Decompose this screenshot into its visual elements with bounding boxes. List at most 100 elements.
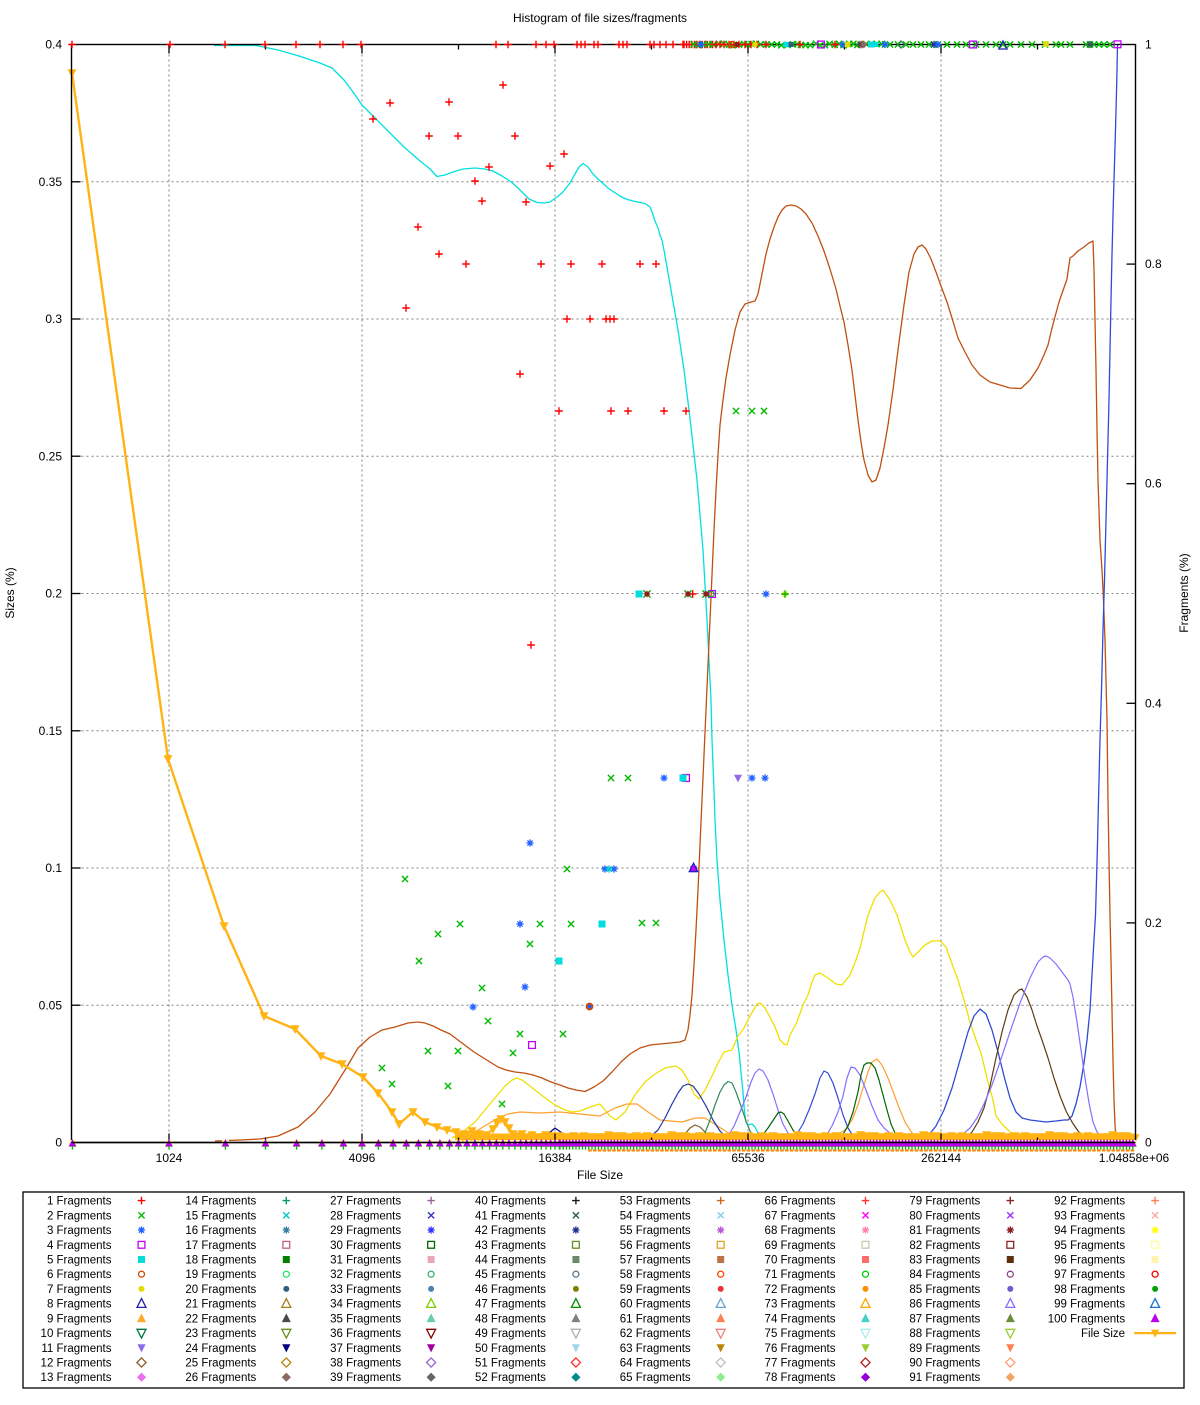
svg-text:0.2: 0.2 [1145, 916, 1162, 930]
svg-text:59 Fragments: 59 Fragments [620, 1284, 691, 1296]
svg-text:78 Fragments: 78 Fragments [765, 1372, 836, 1384]
svg-text:18 Fragments: 18 Fragments [185, 1254, 256, 1266]
svg-text:74 Fragments: 74 Fragments [765, 1313, 836, 1325]
svg-text:5 Fragments: 5 Fragments [47, 1254, 112, 1266]
svg-text:90 Fragments: 90 Fragments [909, 1358, 980, 1370]
svg-text:53 Fragments: 53 Fragments [620, 1196, 691, 1208]
svg-text:45 Fragments: 45 Fragments [475, 1269, 546, 1281]
svg-text:8 Fragments: 8 Fragments [47, 1299, 112, 1311]
svg-text:83 Fragments: 83 Fragments [909, 1254, 980, 1266]
svg-text:File Size: File Size [577, 1168, 623, 1182]
svg-text:40 Fragments: 40 Fragments [475, 1196, 546, 1208]
svg-text:65536: 65536 [731, 1151, 765, 1165]
svg-text:11 Fragments: 11 Fragments [41, 1343, 111, 1355]
svg-text:94 Fragments: 94 Fragments [1054, 1225, 1125, 1237]
svg-text:4096: 4096 [349, 1151, 376, 1165]
svg-text:52 Fragments: 52 Fragments [475, 1372, 546, 1384]
svg-text:55 Fragments: 55 Fragments [620, 1225, 691, 1237]
svg-text:33 Fragments: 33 Fragments [330, 1284, 401, 1296]
svg-text:95 Fragments: 95 Fragments [1054, 1240, 1125, 1252]
svg-text:97 Fragments: 97 Fragments [1054, 1269, 1125, 1281]
svg-text:100 Fragments: 100 Fragments [1048, 1313, 1126, 1325]
svg-text:1: 1 [1145, 38, 1152, 52]
svg-text:65 Fragments: 65 Fragments [620, 1372, 691, 1384]
svg-text:84 Fragments: 84 Fragments [909, 1269, 980, 1281]
svg-text:73 Fragments: 73 Fragments [765, 1299, 836, 1311]
svg-text:0.6: 0.6 [1145, 477, 1162, 491]
svg-text:86 Fragments: 86 Fragments [909, 1299, 980, 1311]
svg-text:70 Fragments: 70 Fragments [765, 1254, 836, 1266]
svg-text:16 Fragments: 16 Fragments [185, 1225, 256, 1237]
svg-text:4 Fragments: 4 Fragments [47, 1240, 112, 1252]
svg-text:99 Fragments: 99 Fragments [1054, 1299, 1125, 1311]
svg-text:63 Fragments: 63 Fragments [620, 1343, 691, 1355]
svg-text:19 Fragments: 19 Fragments [185, 1269, 256, 1281]
svg-text:12 Fragments: 12 Fragments [41, 1358, 112, 1370]
svg-text:Sizes (%): Sizes (%) [3, 567, 17, 618]
svg-text:0: 0 [55, 1136, 62, 1150]
svg-text:68 Fragments: 68 Fragments [765, 1225, 836, 1237]
svg-text:27 Fragments: 27 Fragments [330, 1196, 401, 1208]
svg-text:47 Fragments: 47 Fragments [475, 1299, 546, 1311]
svg-text:66 Fragments: 66 Fragments [765, 1196, 836, 1208]
svg-text:29 Fragments: 29 Fragments [330, 1225, 401, 1237]
svg-text:67 Fragments: 67 Fragments [765, 1210, 836, 1222]
svg-text:Fragments (%): Fragments (%) [1177, 553, 1191, 632]
svg-text:0.35: 0.35 [39, 175, 63, 189]
svg-text:92 Fragments: 92 Fragments [1054, 1196, 1125, 1208]
svg-text:62 Fragments: 62 Fragments [620, 1328, 691, 1340]
svg-text:39 Fragments: 39 Fragments [330, 1372, 401, 1384]
svg-text:Histogram of file sizes/fragme: Histogram of file sizes/fragments [513, 11, 687, 25]
svg-text:1.04858e+06: 1.04858e+06 [1099, 1151, 1170, 1165]
svg-text:91 Fragments: 91 Fragments [909, 1372, 980, 1384]
svg-text:0: 0 [1145, 1136, 1152, 1150]
svg-text:72 Fragments: 72 Fragments [765, 1284, 836, 1296]
svg-text:79 Fragments: 79 Fragments [909, 1196, 980, 1208]
svg-text:6 Fragments: 6 Fragments [47, 1269, 112, 1281]
svg-text:28 Fragments: 28 Fragments [330, 1210, 401, 1222]
svg-text:98 Fragments: 98 Fragments [1054, 1284, 1125, 1296]
svg-text:76 Fragments: 76 Fragments [765, 1343, 836, 1355]
svg-text:0.25: 0.25 [39, 449, 63, 463]
svg-text:69 Fragments: 69 Fragments [765, 1240, 836, 1252]
svg-text:35 Fragments: 35 Fragments [330, 1313, 401, 1325]
svg-text:26 Fragments: 26 Fragments [185, 1372, 256, 1384]
svg-text:54 Fragments: 54 Fragments [620, 1210, 691, 1222]
svg-text:File Size: File Size [1081, 1328, 1125, 1340]
svg-text:0.2: 0.2 [45, 587, 62, 601]
svg-text:24 Fragments: 24 Fragments [185, 1343, 256, 1355]
svg-text:1024: 1024 [156, 1151, 183, 1165]
svg-text:3 Fragments: 3 Fragments [47, 1225, 112, 1237]
svg-text:0.15: 0.15 [39, 724, 63, 738]
svg-text:41 Fragments: 41 Fragments [475, 1210, 546, 1222]
svg-text:0.4: 0.4 [45, 38, 62, 52]
svg-text:60 Fragments: 60 Fragments [620, 1299, 691, 1311]
svg-text:13 Fragments: 13 Fragments [41, 1372, 112, 1384]
svg-text:17 Fragments: 17 Fragments [185, 1240, 256, 1252]
svg-text:30 Fragments: 30 Fragments [330, 1240, 401, 1252]
svg-text:49 Fragments: 49 Fragments [475, 1328, 546, 1340]
svg-text:10 Fragments: 10 Fragments [41, 1328, 112, 1340]
svg-text:87 Fragments: 87 Fragments [909, 1313, 980, 1325]
svg-text:32 Fragments: 32 Fragments [330, 1269, 401, 1281]
svg-text:0.3: 0.3 [45, 312, 62, 326]
svg-text:56 Fragments: 56 Fragments [620, 1240, 691, 1252]
svg-text:44 Fragments: 44 Fragments [475, 1254, 546, 1266]
svg-text:0.8: 0.8 [1145, 257, 1162, 271]
svg-text:38 Fragments: 38 Fragments [330, 1358, 401, 1370]
svg-text:89 Fragments: 89 Fragments [909, 1343, 980, 1355]
svg-text:1 Fragments: 1 Fragments [47, 1196, 112, 1208]
svg-text:23 Fragments: 23 Fragments [185, 1328, 256, 1340]
svg-text:75 Fragments: 75 Fragments [765, 1328, 836, 1340]
svg-text:88 Fragments: 88 Fragments [909, 1328, 980, 1340]
svg-text:71 Fragments: 71 Fragments [765, 1269, 836, 1281]
svg-text:36 Fragments: 36 Fragments [330, 1328, 401, 1340]
svg-text:25 Fragments: 25 Fragments [185, 1358, 256, 1370]
svg-text:262144: 262144 [921, 1151, 961, 1165]
svg-text:43 Fragments: 43 Fragments [475, 1240, 546, 1252]
svg-text:0.05: 0.05 [39, 998, 63, 1012]
svg-text:2 Fragments: 2 Fragments [47, 1210, 112, 1222]
svg-text:77 Fragments: 77 Fragments [765, 1358, 836, 1370]
svg-text:7 Fragments: 7 Fragments [47, 1284, 112, 1296]
svg-text:80 Fragments: 80 Fragments [909, 1210, 980, 1222]
